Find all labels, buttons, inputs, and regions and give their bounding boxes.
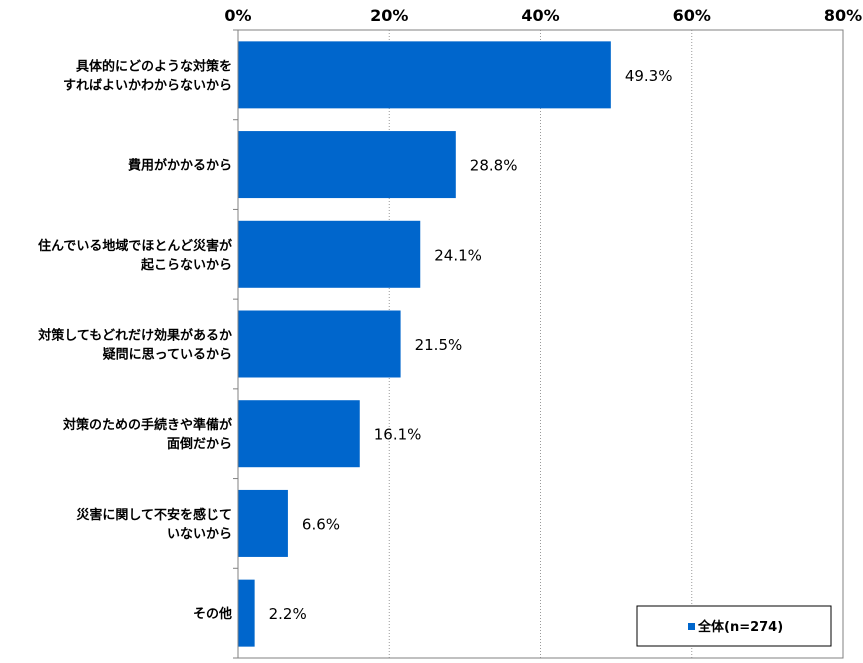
category-label: 住んでいる地域でほとんど災害が (38, 238, 232, 254)
legend-label: 全体(n=274) (697, 619, 783, 635)
legend-box (636, 605, 832, 647)
bars (238, 41, 611, 647)
category-label: いないから (167, 527, 232, 542)
category-label: すればよいかわからないから (63, 78, 232, 93)
legend-swatch (688, 623, 695, 630)
bar (238, 41, 611, 109)
data-label: 21.5% (415, 336, 463, 354)
data-label: 49.3% (625, 67, 673, 85)
category-label: 対策のための手続きや準備が (62, 417, 232, 433)
axes (233, 29, 844, 659)
category-label: 対策してもどれだけ効果があるか (37, 328, 232, 344)
category-label: 費用がかかるから (128, 158, 232, 174)
labels: 0% 20% 40% 60% 80% 49.3% 具体的にどのような対策をすればよいかわから… (37, 6, 862, 623)
x-tick-label: 20% (370, 6, 408, 25)
data-label: 16.1% (374, 426, 422, 444)
bar (238, 310, 401, 378)
category-label: 面倒だから (167, 436, 232, 452)
x-tick-label: 80% (824, 6, 862, 25)
bar (238, 131, 456, 199)
data-label: 2.2% (269, 605, 307, 623)
category-label: 疑問に思っているから (103, 347, 232, 363)
category-label: 起こらないから (140, 257, 232, 273)
bar (238, 220, 421, 288)
category-label: 災害に関して不安を感じて (76, 507, 232, 523)
legend: 全体(n=274) (636, 605, 832, 647)
x-tick-label: 0% (224, 6, 251, 25)
x-tick-label: 60% (673, 6, 711, 25)
data-label: 24.1% (434, 246, 482, 264)
category-label: その他 (193, 606, 232, 622)
data-label: 6.6% (302, 515, 340, 533)
bar (238, 489, 288, 557)
bar (238, 579, 255, 647)
data-label: 28.8% (470, 157, 518, 175)
plot-area-border (237, 29, 844, 659)
bar (238, 400, 360, 468)
category-label: 具体的にどのような対策を (76, 58, 232, 74)
x-tick-label: 40% (521, 6, 559, 25)
